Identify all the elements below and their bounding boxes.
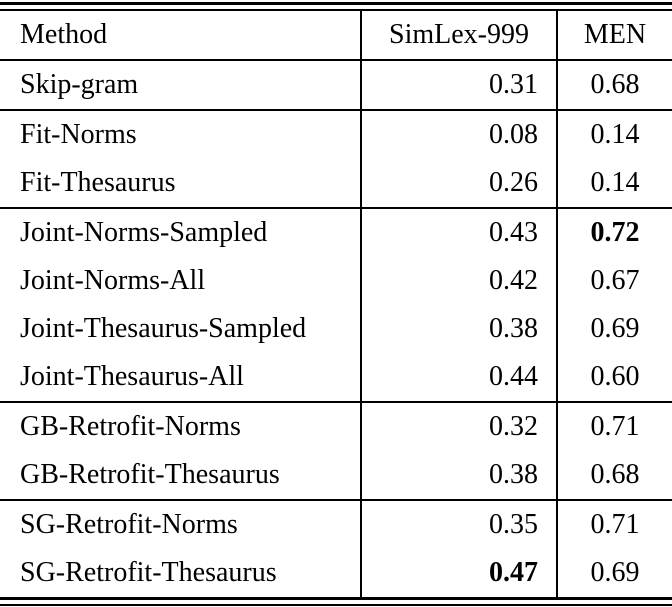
table-row-fit-thesaurus: Fit-Thesaurus 0.26 0.14 bbox=[0, 159, 672, 209]
men-value-cell: 0.14 bbox=[557, 159, 672, 209]
table-row-joint-thesaurus-sampled: Joint-Thesaurus-Sampled 0.38 0.69 bbox=[0, 305, 672, 353]
simlex-value-cell: 0.31 bbox=[361, 60, 558, 111]
results-table: Method SimLex-999 MEN Skip-gram 0.31 0.6… bbox=[0, 11, 672, 597]
men-value-cell: 0.69 bbox=[557, 305, 672, 353]
method-cell: SG-Retrofit-Norms bbox=[0, 500, 362, 549]
table-row-skip-gram: Skip-gram 0.31 0.68 bbox=[0, 60, 672, 111]
simlex-value-cell: 0.38 bbox=[361, 451, 558, 501]
simlex-value-cell: 0.26 bbox=[361, 159, 558, 209]
men-value-cell: 0.68 bbox=[557, 60, 672, 111]
table-row-joint-norms-all: Joint-Norms-All 0.42 0.67 bbox=[0, 257, 672, 305]
table-row-gb-retrofit-norms: GB-Retrofit-Norms 0.32 0.71 bbox=[0, 402, 672, 451]
men-value-cell: 0.60 bbox=[557, 353, 672, 403]
table-row-sg-retrofit-norms: SG-Retrofit-Norms 0.35 0.71 bbox=[0, 500, 672, 549]
men-value-cell: 0.69 bbox=[557, 549, 672, 597]
column-header-simlex-999: SimLex-999 bbox=[361, 11, 558, 61]
top-double-rule bbox=[0, 2, 672, 11]
method-cell: Fit-Norms bbox=[0, 110, 362, 159]
method-cell: Fit-Thesaurus bbox=[0, 159, 362, 209]
men-value-cell: 0.71 bbox=[557, 500, 672, 549]
table-row-joint-norms-sampled: Joint-Norms-Sampled 0.43 0.72 bbox=[0, 208, 672, 257]
method-cell: Joint-Thesaurus-All bbox=[0, 353, 362, 403]
table-row-joint-thesaurus-all: Joint-Thesaurus-All 0.44 0.60 bbox=[0, 353, 672, 403]
method-cell: Skip-gram bbox=[0, 60, 362, 111]
men-value-cell: 0.72 bbox=[557, 208, 672, 257]
simlex-value-cell: 0.35 bbox=[361, 500, 558, 549]
table-header-row: Method SimLex-999 MEN bbox=[0, 11, 672, 61]
method-cell: GB-Retrofit-Thesaurus bbox=[0, 451, 362, 501]
men-value-cell: 0.14 bbox=[557, 110, 672, 159]
simlex-value-cell: 0.43 bbox=[361, 208, 558, 257]
table-row-sg-retrofit-thesaurus: SG-Retrofit-Thesaurus 0.47 0.69 bbox=[0, 549, 672, 597]
column-header-method: Method bbox=[0, 11, 362, 61]
method-cell: SG-Retrofit-Thesaurus bbox=[0, 549, 362, 597]
table-row-gb-retrofit-thesaurus: GB-Retrofit-Thesaurus 0.38 0.68 bbox=[0, 451, 672, 501]
method-cell: Joint-Norms-Sampled bbox=[0, 208, 362, 257]
men-value-cell: 0.71 bbox=[557, 402, 672, 451]
method-cell: Joint-Thesaurus-Sampled bbox=[0, 305, 362, 353]
simlex-value-cell: 0.32 bbox=[361, 402, 558, 451]
method-cell: Joint-Norms-All bbox=[0, 257, 362, 305]
men-value-cell: 0.67 bbox=[557, 257, 672, 305]
simlex-value-cell: 0.42 bbox=[361, 257, 558, 305]
table-row-fit-norms: Fit-Norms 0.08 0.14 bbox=[0, 110, 672, 159]
simlex-value-cell: 0.44 bbox=[361, 353, 558, 403]
column-header-men: MEN bbox=[557, 11, 672, 61]
simlex-value-cell: 0.08 bbox=[361, 110, 558, 159]
simlex-value-cell: 0.47 bbox=[361, 549, 558, 597]
method-cell: GB-Retrofit-Norms bbox=[0, 402, 362, 451]
men-value-cell: 0.68 bbox=[557, 451, 672, 501]
simlex-value-cell: 0.38 bbox=[361, 305, 558, 353]
bottom-double-rule bbox=[0, 597, 672, 606]
